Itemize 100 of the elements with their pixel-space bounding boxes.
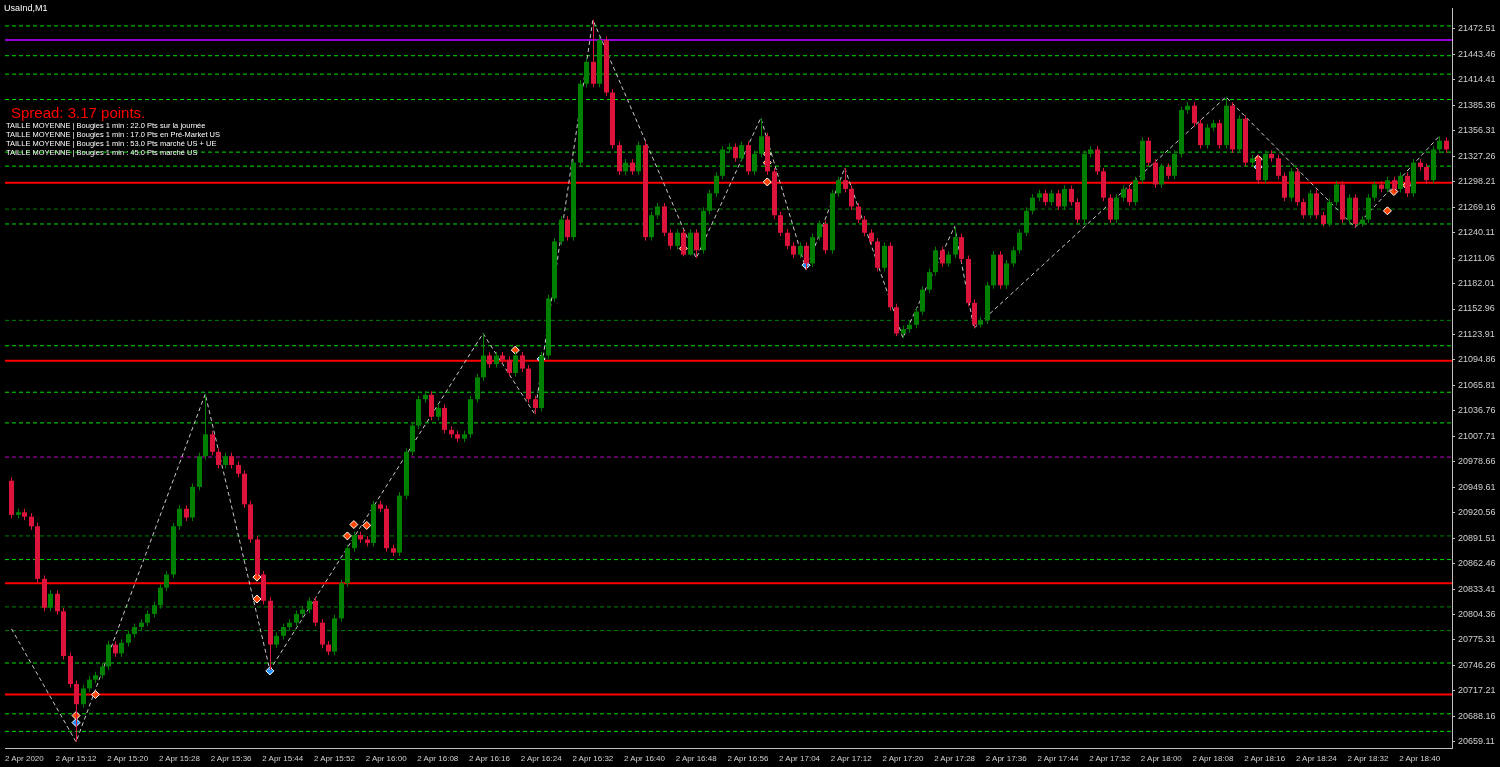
candlestick xyxy=(849,184,854,211)
y-tick-label: 21443.46 xyxy=(1458,48,1496,59)
y-tick-label: 21356.31 xyxy=(1458,125,1496,136)
candlestick xyxy=(1327,198,1332,228)
candlestick xyxy=(1217,119,1222,150)
candlestick xyxy=(1127,184,1132,207)
candlestick xyxy=(817,219,822,242)
candlestick xyxy=(1146,136,1151,167)
x-tick-label: 2 Apr 16:24 xyxy=(520,754,563,763)
candlestick xyxy=(106,640,111,671)
y-tick-label: 21123.91 xyxy=(1458,328,1495,339)
x-tick-label: 2 Apr 16:00 xyxy=(365,754,408,763)
y-tick-label: 21036.76 xyxy=(1458,405,1496,416)
x-tick-label: 2 Apr 17:04 xyxy=(779,754,821,763)
y-tick-label: 20804.36 xyxy=(1458,608,1496,619)
candlestick xyxy=(1192,101,1197,128)
candlestick xyxy=(1056,189,1061,211)
y-tick-label: 20688.16 xyxy=(1458,710,1496,721)
candlestick xyxy=(584,57,589,88)
candlestick xyxy=(1004,259,1009,290)
candlestick xyxy=(210,430,215,456)
candlestick xyxy=(313,596,318,627)
candlestick xyxy=(1205,123,1210,150)
candlestick xyxy=(565,215,570,242)
y-tick-label: 21182.01 xyxy=(1458,278,1495,289)
y-tick-label: 21211.06 xyxy=(1458,252,1495,263)
y-tick-label: 20920.56 xyxy=(1458,507,1496,518)
candlestick xyxy=(1159,163,1164,189)
y-tick-label: 21298.21 xyxy=(1458,176,1496,187)
x-tick-label: 2 Apr 15:28 xyxy=(158,754,201,763)
y-tick-label: 21327.26 xyxy=(1458,150,1496,161)
candlestick xyxy=(533,395,538,415)
x-tick-label: 2 Apr 15:36 xyxy=(210,754,253,763)
candlestick xyxy=(55,589,60,616)
y-tick-label: 20717.21 xyxy=(1458,685,1496,696)
point xyxy=(762,177,772,187)
candlestick xyxy=(81,684,86,709)
y-tick-label: 21152.96 xyxy=(1458,303,1495,314)
candlestick xyxy=(953,226,958,259)
x-tick-label: 2 Apr 18:24 xyxy=(1295,754,1338,763)
y-tick-label: 21065.81 xyxy=(1458,379,1496,390)
x-tick-label: 2 Apr 18:00 xyxy=(1140,754,1183,763)
candlestick xyxy=(203,393,208,461)
candlestick xyxy=(1172,149,1177,180)
candlestick xyxy=(914,307,919,329)
candlestick xyxy=(920,285,925,316)
candlestick xyxy=(882,241,887,272)
x-tick-label: 2 Apr 18:16 xyxy=(1244,754,1286,763)
candlestick xyxy=(513,351,518,377)
x-tick-label: 2 Apr 17:28 xyxy=(934,754,976,763)
candlestick xyxy=(649,211,654,242)
candlestick xyxy=(442,403,447,434)
candlestick xyxy=(429,390,434,421)
candlestick xyxy=(862,215,867,237)
candlestick xyxy=(1198,119,1203,150)
candlestick xyxy=(320,618,325,649)
x-tick-label: 2 Apr 16:48 xyxy=(675,754,718,763)
candlestick xyxy=(1372,180,1377,202)
candlestick xyxy=(759,117,764,158)
candlestick xyxy=(177,504,182,531)
candlestick xyxy=(940,246,945,268)
x-tick-label: 2 Apr 16:16 xyxy=(469,754,511,763)
candlestick xyxy=(1424,163,1429,185)
candlestick xyxy=(164,570,169,592)
candlestick xyxy=(591,19,596,88)
y-tick-label: 20949.61 xyxy=(1458,481,1496,492)
y-tick-label: 20862.46 xyxy=(1458,558,1496,569)
x-tick-label: 2 Apr 17:36 xyxy=(985,754,1028,763)
candlestick xyxy=(1282,171,1287,202)
y-tick-label: 20746.26 xyxy=(1458,659,1496,670)
y-tick-label: 21007.71 xyxy=(1458,430,1496,441)
y-tick-label: 20833.41 xyxy=(1458,583,1496,594)
candlestick xyxy=(836,176,841,198)
y-tick-label: 21414.41 xyxy=(1458,74,1496,85)
candlestick xyxy=(675,228,680,250)
x-tick-label: 2 Apr 16:40 xyxy=(624,754,666,763)
candlestick xyxy=(1398,171,1403,193)
point xyxy=(342,531,352,541)
x-tick-label: 2 Apr 15:12 xyxy=(55,754,98,763)
y-tick-label: 21385.36 xyxy=(1458,99,1496,110)
candlestick xyxy=(688,228,693,257)
candlestick xyxy=(752,149,757,176)
x-tick-label: 2 Apr 15:52 xyxy=(313,754,356,763)
point xyxy=(1382,206,1392,216)
x-tick-label: 2 Apr 16:32 xyxy=(572,754,614,763)
y-tick-label: 20891.51 xyxy=(1458,532,1496,543)
candlestick xyxy=(785,228,790,250)
candlestick xyxy=(1017,228,1022,255)
y-tick-label: 21094.86 xyxy=(1458,354,1496,365)
y-tick-label: 20978.66 xyxy=(1458,456,1496,467)
x-tick-label: 2 Apr 17:44 xyxy=(1037,754,1079,763)
point xyxy=(510,345,520,355)
point xyxy=(349,520,359,530)
candlestick xyxy=(1069,184,1074,207)
x-tick-label: 2 Apr 16:08 xyxy=(417,754,459,763)
candlestick xyxy=(733,142,738,163)
candlestick xyxy=(778,211,783,237)
candlestick xyxy=(856,202,861,224)
candlestick xyxy=(933,246,938,277)
x-tick-label: 2 Apr 17:12 xyxy=(830,754,873,763)
